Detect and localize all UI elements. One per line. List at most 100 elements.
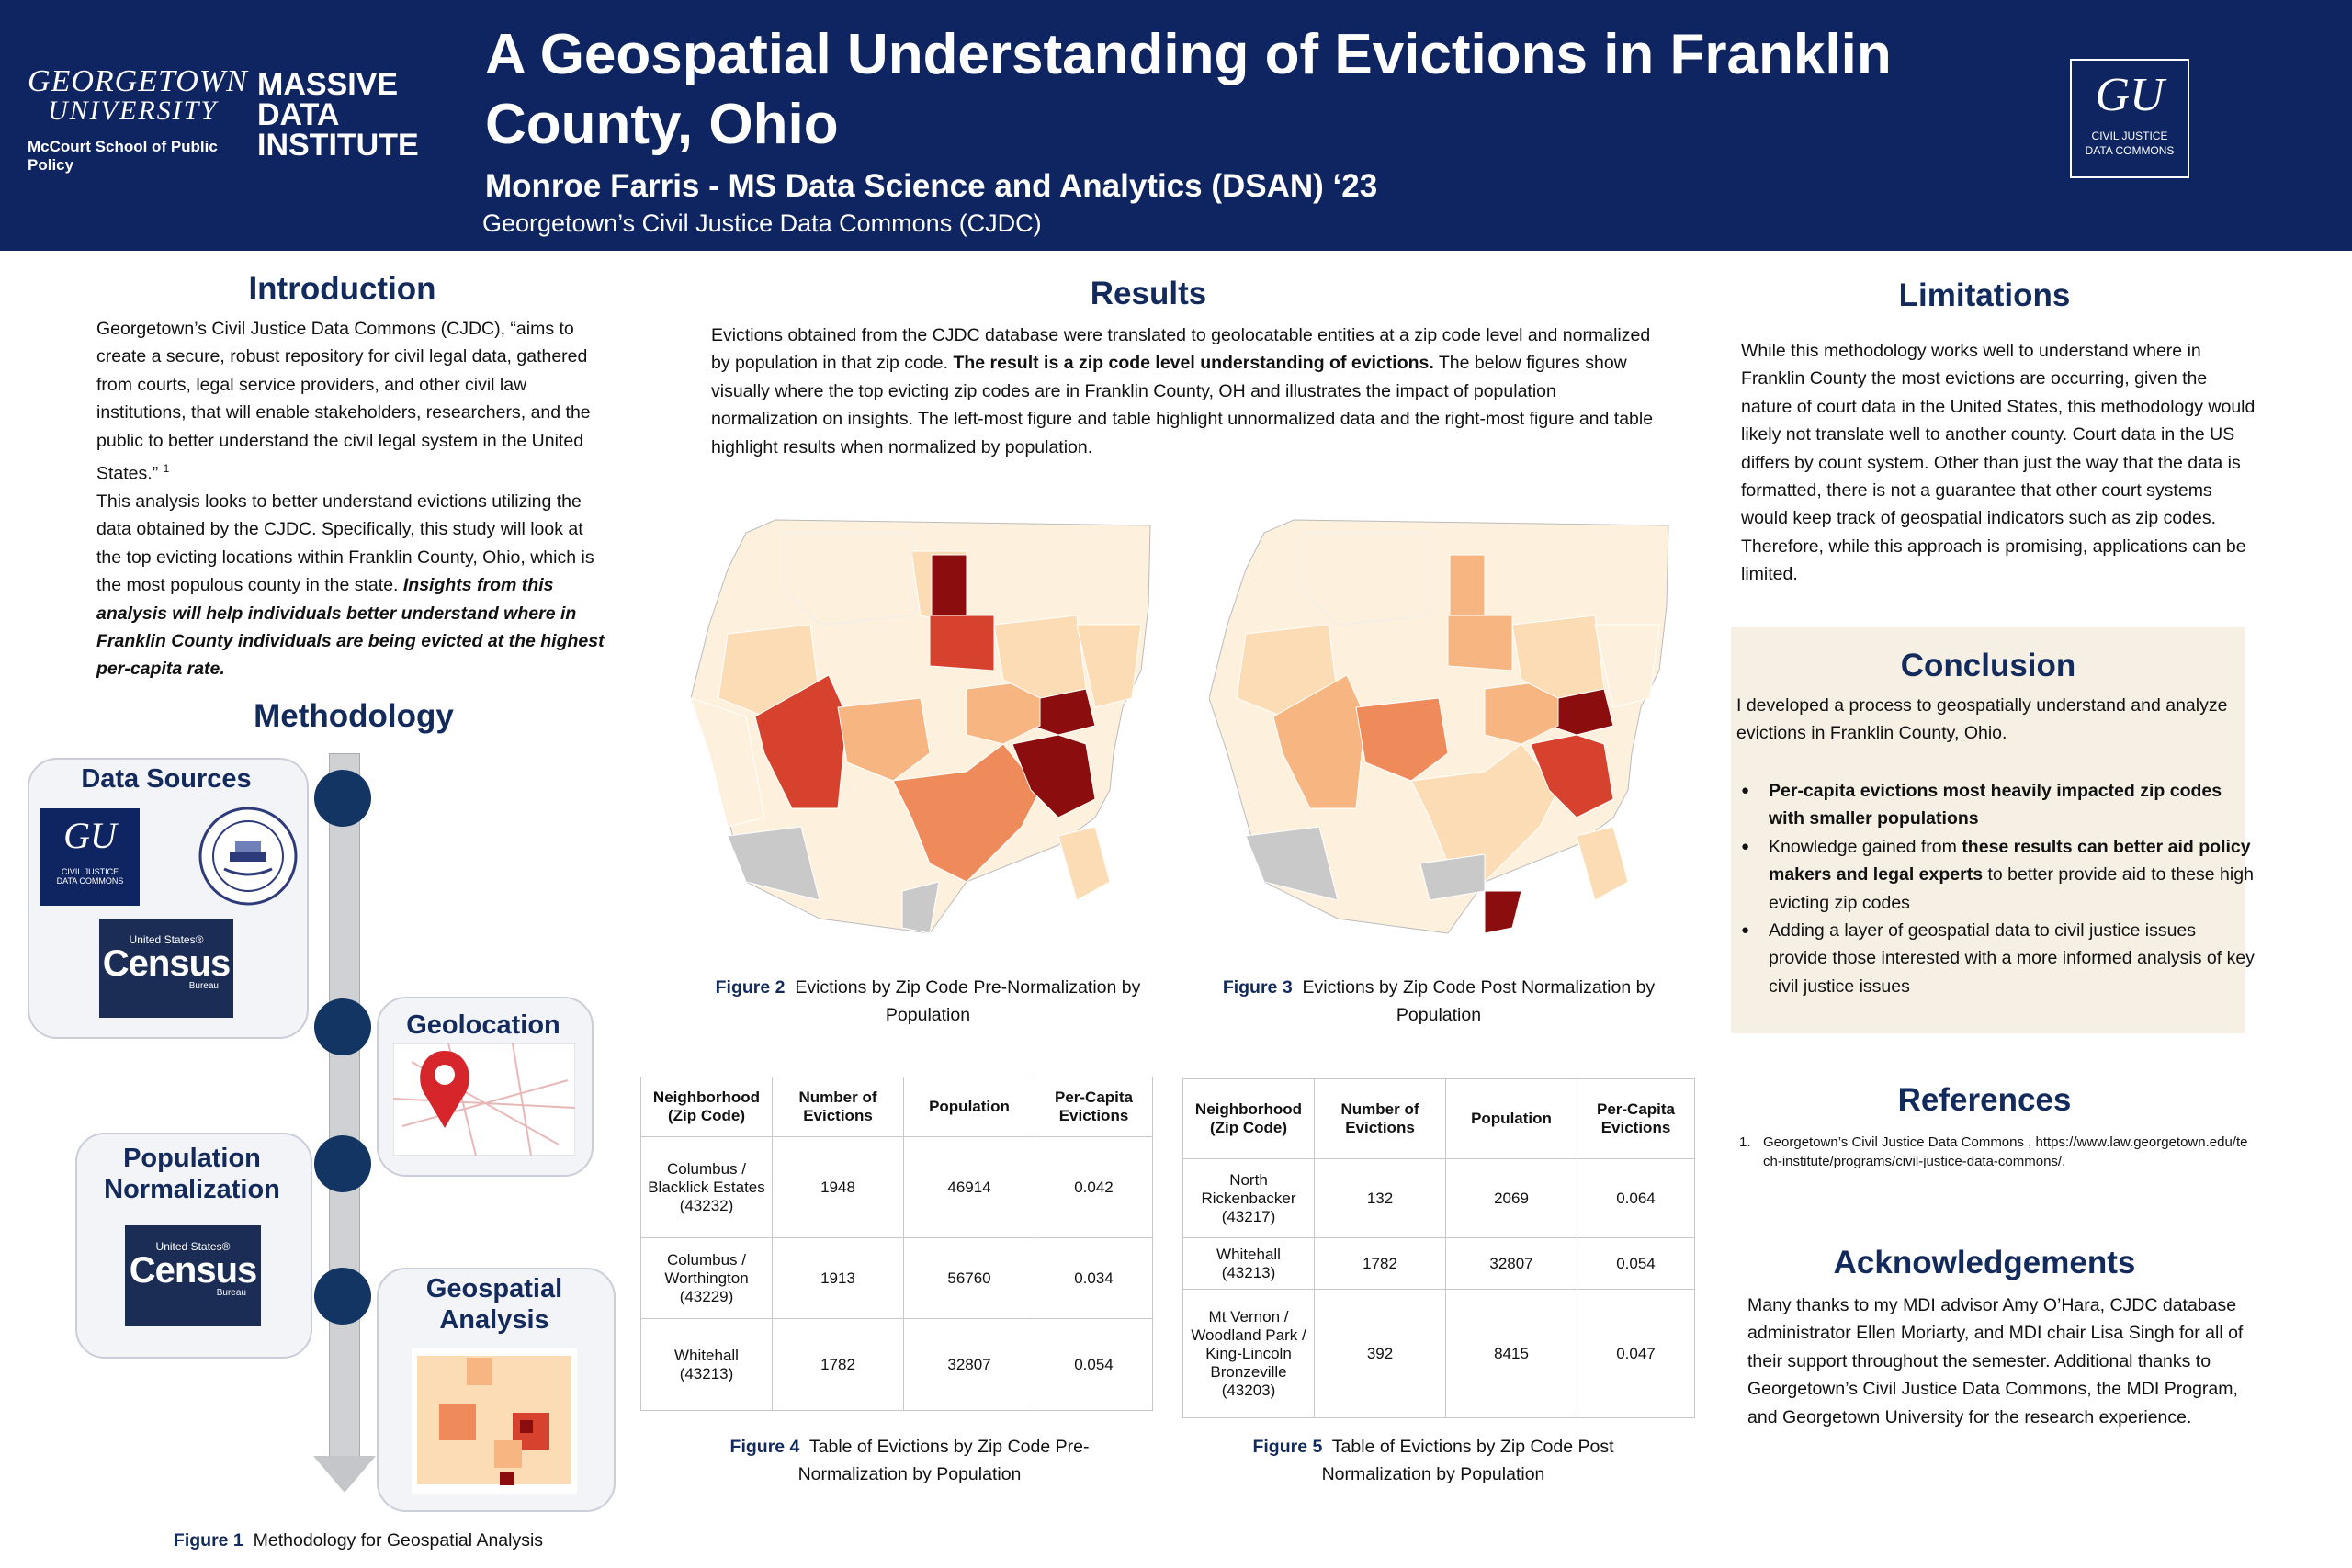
table-row: Mt Vernon / Woodland Park / King-Lincoln… bbox=[1182, 1289, 1695, 1418]
cell-evictions: 1782 bbox=[1314, 1237, 1446, 1290]
table-post-header-row: Neighborhood (Zip Code) Number of Evicti… bbox=[1182, 1078, 1695, 1159]
cjdc-logo-line1: CIVIL JUSTICE bbox=[2091, 130, 2168, 142]
census-small-2: United States® bbox=[155, 1240, 231, 1253]
cell-population: 32807 bbox=[903, 1318, 1035, 1411]
results-text-a: Evictions obtained from the CJDC databas… bbox=[711, 325, 1651, 374]
cell-neighborhood: Columbus / Blacklick Estates (43232) bbox=[640, 1136, 773, 1238]
cjdc-badge-line1: CIVIL JUSTICE bbox=[61, 867, 119, 876]
cell-per-capita: 0.047 bbox=[1577, 1289, 1695, 1418]
intro-footnote: 1 bbox=[163, 462, 170, 476]
figure3-label: Figure 3 bbox=[1222, 977, 1293, 998]
mdi-line1: MASSIVE bbox=[257, 67, 399, 102]
cell-neighborhood: Mt Vernon / Woodland Park / King-Lincoln… bbox=[1182, 1289, 1315, 1418]
figure3-map bbox=[1209, 519, 1669, 934]
figure1-text: Methodology for Geospatial Analysis bbox=[253, 1530, 544, 1551]
col-per-capita: Per-Capita Evictions bbox=[1577, 1078, 1695, 1159]
cell-population: 2069 bbox=[1445, 1158, 1577, 1238]
intro-para1: Georgetown’s Civil Justice Data Commons … bbox=[96, 319, 591, 484]
references-title: References bbox=[1897, 1082, 2072, 1118]
mdi-line3: INSTITUTE bbox=[257, 128, 419, 163]
cell-evictions: 1782 bbox=[772, 1318, 904, 1411]
cjdc-logo: GU CIVIL JUSTICE DATA COMMONS bbox=[2070, 59, 2189, 178]
conclusion-intro: I developed a process to geospatially un… bbox=[1736, 695, 2228, 744]
cell-evictions: 1913 bbox=[772, 1237, 904, 1319]
cell-evictions: 132 bbox=[1314, 1158, 1446, 1238]
cell-neighborhood: North Rickenbacker (43217) bbox=[1182, 1158, 1315, 1238]
conclusion-bullet3: Adding a layer of geospatial data to civ… bbox=[1769, 920, 2255, 997]
poster-organization: Georgetown’s Civil Justice Data Commons … bbox=[482, 209, 1042, 237]
poster-header: GEORGETOWN UNIVERSITY McCourt School of … bbox=[0, 0, 2352, 251]
georgetown-logo-line2: UNIVERSITY bbox=[48, 96, 218, 126]
census-logo-2: United States® Census Bureau bbox=[125, 1225, 261, 1326]
figure5-caption: Figure 5 Table of Evictions by Zip Code … bbox=[1231, 1433, 1635, 1488]
cell-population: 56760 bbox=[903, 1237, 1035, 1319]
figure3-text: Evictions by Zip Code Post Normalization… bbox=[1302, 977, 1656, 1025]
cjdc-badge-line2: DATA COMMONS bbox=[56, 876, 124, 886]
figure3-caption: Figure 3 Evictions by Zip Code Post Norm… bbox=[1209, 974, 1668, 1029]
figure2-caption: Figure 2 Evictions by Zip Code Pre-Norma… bbox=[698, 974, 1158, 1029]
acknowledgements-title: Acknowledgements bbox=[1833, 1245, 2136, 1280]
mdi-line2: DATA bbox=[257, 97, 340, 132]
figure2-label: Figure 2 bbox=[715, 977, 786, 998]
col-evictions: Number of Evictions bbox=[1314, 1078, 1446, 1159]
limitations-title: Limitations bbox=[1898, 277, 2071, 313]
conclusion-list: Per-capita evictions most heavily impact… bbox=[1741, 777, 2256, 1000]
col-per-capita: Per-Capita Evictions bbox=[1035, 1077, 1153, 1137]
table-pre-normalization: Neighborhood (Zip Code) Number of Evicti… bbox=[640, 1077, 1153, 1411]
poster-author: Monroe Farris - MS Data Science and Anal… bbox=[485, 168, 1378, 204]
flow-node-3 bbox=[314, 1135, 371, 1192]
mdi-logo: MASSIVE DATA INSTITUTE bbox=[257, 67, 419, 163]
cell-evictions: 1948 bbox=[772, 1136, 904, 1238]
figure4-caption: Figure 4 Table of Evictions by Zip Code … bbox=[717, 1433, 1102, 1488]
results-text-b: The below figures show visually where th… bbox=[711, 353, 1654, 457]
introduction-title: Introduction bbox=[248, 271, 436, 307]
reference-number: 1. bbox=[1739, 1134, 1751, 1150]
figure2-text: Evictions by Zip Code Pre-Normalization … bbox=[795, 977, 1141, 1025]
references-list: 1. Georgetown’s Civil Justice Data Commo… bbox=[1739, 1133, 2254, 1171]
flow-node-2 bbox=[314, 998, 371, 1055]
table-pre-header-row: Neighborhood (Zip Code) Number of Evicti… bbox=[640, 1077, 1153, 1137]
figure5-text: Table of Evictions by Zip Code Post Norm… bbox=[1321, 1437, 1614, 1484]
cjdc-logo-line2: DATA COMMONS bbox=[2085, 144, 2175, 157]
col-neighborhood: Neighborhood (Zip Code) bbox=[1182, 1078, 1315, 1159]
franklin-county-seal-icon bbox=[198, 807, 298, 906]
cell-per-capita: 0.054 bbox=[1577, 1237, 1695, 1290]
step-data-sources: Data Sources bbox=[81, 764, 252, 794]
reference-item: 1. Georgetown’s Civil Justice Data Commo… bbox=[1739, 1133, 2254, 1171]
cell-population: 46914 bbox=[903, 1136, 1035, 1238]
conclusion-bullet2-bold: these results can better aid policy make… bbox=[1769, 836, 2251, 886]
census-big-1: Census bbox=[102, 943, 232, 984]
poster-title: A Geospatial Understanding of Evictions … bbox=[485, 23, 1892, 156]
conclusion-bullet2-a: Knowledge gained from bbox=[1769, 836, 1957, 857]
results-title: Results bbox=[1090, 276, 1207, 311]
conclusion-bullet: Knowledge gained from these results can … bbox=[1741, 833, 2256, 917]
table-row: Columbus / Blacklick Estates (43232) 194… bbox=[640, 1136, 1153, 1238]
cell-population: 32807 bbox=[1445, 1237, 1577, 1290]
conclusion-bullet: Per-capita evictions most heavily impact… bbox=[1741, 777, 2256, 833]
cell-per-capita: 0.042 bbox=[1035, 1136, 1153, 1238]
flow-node-1 bbox=[314, 770, 371, 827]
intro-para2: This analysis looks to better understand… bbox=[96, 491, 594, 596]
table-row: Whitehall (43213) 1782 32807 0.054 bbox=[1182, 1237, 1695, 1290]
intro-para2-emphasis: Insights from this analysis will help in… bbox=[96, 575, 605, 680]
cjdc-badge-gu: GU bbox=[63, 815, 117, 856]
col-evictions: Number of Evictions bbox=[772, 1077, 904, 1137]
figure5-label: Figure 5 bbox=[1252, 1437, 1323, 1457]
cell-per-capita: 0.054 bbox=[1035, 1318, 1153, 1411]
results-text-bold: The result is a zip code level understan… bbox=[953, 353, 1434, 374]
cell-population: 8415 bbox=[1445, 1289, 1577, 1418]
figure4-text: Table of Evictions by Zip Code Pre-Norma… bbox=[797, 1437, 1090, 1484]
table-post-normalization: Neighborhood (Zip Code) Number of Evicti… bbox=[1182, 1078, 1695, 1418]
flow-arrow-head bbox=[313, 1456, 376, 1493]
col-population: Population bbox=[903, 1077, 1035, 1137]
census-logo-1: United States® Census Bureau bbox=[99, 919, 233, 1018]
col-population: Population bbox=[1445, 1078, 1577, 1159]
cell-neighborhood: Whitehall (43213) bbox=[640, 1318, 773, 1411]
step-population-normalization: Population Normalization bbox=[104, 1144, 280, 1204]
cell-per-capita: 0.064 bbox=[1577, 1158, 1695, 1238]
mccourt-school: McCourt School of Public Policy bbox=[28, 138, 218, 174]
cjdc-badge: GU CIVIL JUSTICE DATA COMMONS bbox=[40, 808, 140, 906]
census-bureau-2: Bureau bbox=[216, 1288, 246, 1298]
cell-evictions: 392 bbox=[1314, 1289, 1446, 1418]
table-row: Whitehall (43213) 1782 32807 0.054 bbox=[640, 1318, 1153, 1411]
